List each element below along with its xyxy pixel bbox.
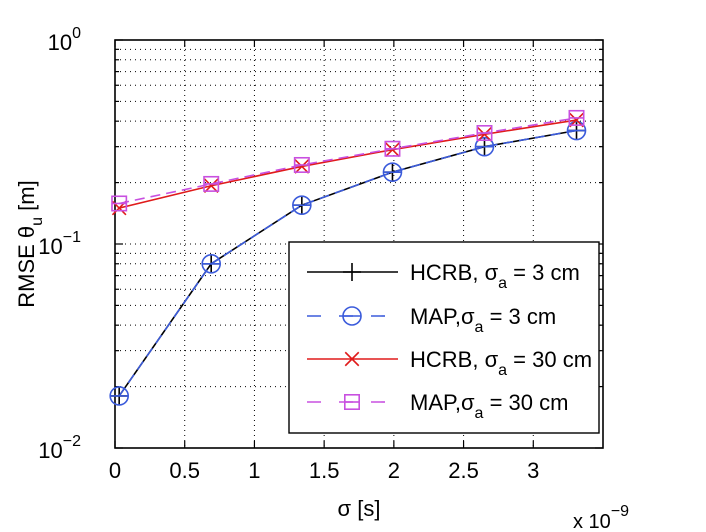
legend-series-name: MAP bbox=[410, 304, 457, 329]
x-marker bbox=[385, 142, 400, 157]
plus-marker bbox=[343, 263, 361, 281]
x-marker bbox=[203, 178, 219, 194]
x-tick-label: 1 bbox=[248, 458, 260, 483]
y-axis-label-unit: [m] bbox=[14, 180, 39, 211]
x-marker-stroke bbox=[385, 142, 400, 157]
x-axis-exponent-power: −9 bbox=[611, 503, 629, 520]
legend-series-name: MAP bbox=[410, 390, 457, 415]
series-group bbox=[109, 109, 587, 406]
y-axis-label: RMSE θu [m] bbox=[14, 180, 46, 308]
circle-marker bbox=[382, 162, 403, 182]
x-tick-label: 2.5 bbox=[448, 458, 479, 483]
square-marker bbox=[203, 175, 220, 192]
legend-sigma-value: 30 cm bbox=[509, 390, 569, 415]
legend-entry: MAP,σa = 30 cm bbox=[307, 390, 568, 422]
legend-label: HCRB, σa = 30 cm bbox=[410, 347, 592, 379]
legend-series-name: HCRB bbox=[410, 260, 472, 285]
y-tick-label-exponent: −2 bbox=[63, 433, 81, 450]
series-line bbox=[118, 129, 577, 397]
legend-sigma-value: 3 cm bbox=[509, 304, 557, 329]
circle-marker bbox=[474, 136, 495, 157]
legend-sigma-subscript: a bbox=[498, 362, 507, 379]
series-hcrb-30cm bbox=[111, 112, 584, 216]
y-tick-label-base: 10 bbox=[38, 438, 62, 463]
legend-equals: = bbox=[483, 304, 508, 329]
legend-entry: MAP,σa = 3 cm bbox=[307, 304, 556, 336]
legend-sigma-subscript: a bbox=[475, 405, 484, 422]
legend-equals: = bbox=[507, 260, 532, 285]
square-marker bbox=[384, 140, 401, 157]
legend-sigma-value: 30 cm bbox=[532, 347, 592, 372]
legend-entry: HCRB, σa = 3 cm bbox=[307, 260, 580, 292]
x-marker bbox=[294, 159, 310, 174]
x-marker-stroke bbox=[477, 126, 492, 142]
x-marker bbox=[344, 351, 360, 367]
series-map-3cm bbox=[109, 120, 587, 406]
y-axis-label-main: RMSE θ bbox=[14, 226, 39, 308]
circle-marker bbox=[109, 386, 129, 406]
y-tick-label: 100 bbox=[48, 25, 81, 55]
x-marker-stroke bbox=[203, 178, 219, 194]
legend-label: HCRB, σa = 3 cm bbox=[410, 260, 580, 292]
legend-label: MAP,σa = 30 cm bbox=[410, 390, 568, 422]
square-marker bbox=[568, 109, 585, 126]
x-marker-stroke bbox=[294, 159, 310, 174]
series-line bbox=[118, 119, 577, 209]
circle-marker bbox=[566, 120, 587, 141]
legend-sigma-value: 3 cm bbox=[532, 260, 580, 285]
circle-marker bbox=[292, 195, 312, 215]
y-tick-label-exponent: −1 bbox=[63, 229, 81, 246]
legend-sigma-subscript: a bbox=[498, 275, 507, 292]
legend-equals: = bbox=[483, 390, 508, 415]
circle-marker bbox=[201, 253, 222, 274]
x-axis-exponent: x 10−9 bbox=[573, 503, 629, 532]
legend-box bbox=[288, 241, 600, 434]
y-tick-label-exponent: 0 bbox=[72, 25, 81, 42]
circle-marker bbox=[342, 306, 362, 326]
square-marker bbox=[111, 195, 128, 212]
y-tick-label: 10−2 bbox=[38, 433, 81, 463]
legend-equals: = bbox=[507, 347, 532, 372]
square-marker bbox=[343, 393, 360, 410]
square-marker bbox=[476, 125, 493, 142]
legend-series-name: HCRB bbox=[410, 347, 472, 372]
legend-label: MAP,σa = 3 cm bbox=[410, 304, 556, 336]
y-tick-label: 10−1 bbox=[38, 229, 81, 259]
y-axis-label-sub: u bbox=[29, 217, 46, 226]
legend-sigma-symbol: , σ bbox=[472, 347, 498, 372]
legend-entry: HCRB, σa = 30 cm bbox=[307, 347, 592, 379]
x-marker bbox=[477, 126, 492, 142]
x-axis-label: σ [s] bbox=[338, 496, 381, 521]
legend-sigma-subscript: a bbox=[475, 319, 484, 336]
x-tick-label: 1.5 bbox=[309, 458, 340, 483]
series-map-30cm bbox=[111, 109, 585, 212]
square-marker bbox=[293, 156, 310, 173]
x-tick-label: 0.5 bbox=[169, 458, 200, 483]
series-line bbox=[119, 117, 577, 205]
x-tick-label: 2 bbox=[388, 458, 400, 483]
axis-labels: σ [s] x 10−9 RMSE θu [m] bbox=[14, 180, 629, 532]
x-axis-exponent-base: x 10 bbox=[573, 511, 611, 532]
legend-sigma-symbol: ,σ bbox=[455, 390, 475, 415]
y-tick-label-base: 10 bbox=[38, 234, 62, 259]
x-tick-label: 3 bbox=[527, 458, 539, 483]
legend-sigma-symbol: ,σ bbox=[455, 304, 475, 329]
x-tick-label: 0 bbox=[109, 458, 121, 483]
legend-sigma-symbol: , σ bbox=[472, 260, 498, 285]
y-tick-label-base: 10 bbox=[48, 30, 72, 55]
x-marker-stroke bbox=[344, 351, 360, 367]
